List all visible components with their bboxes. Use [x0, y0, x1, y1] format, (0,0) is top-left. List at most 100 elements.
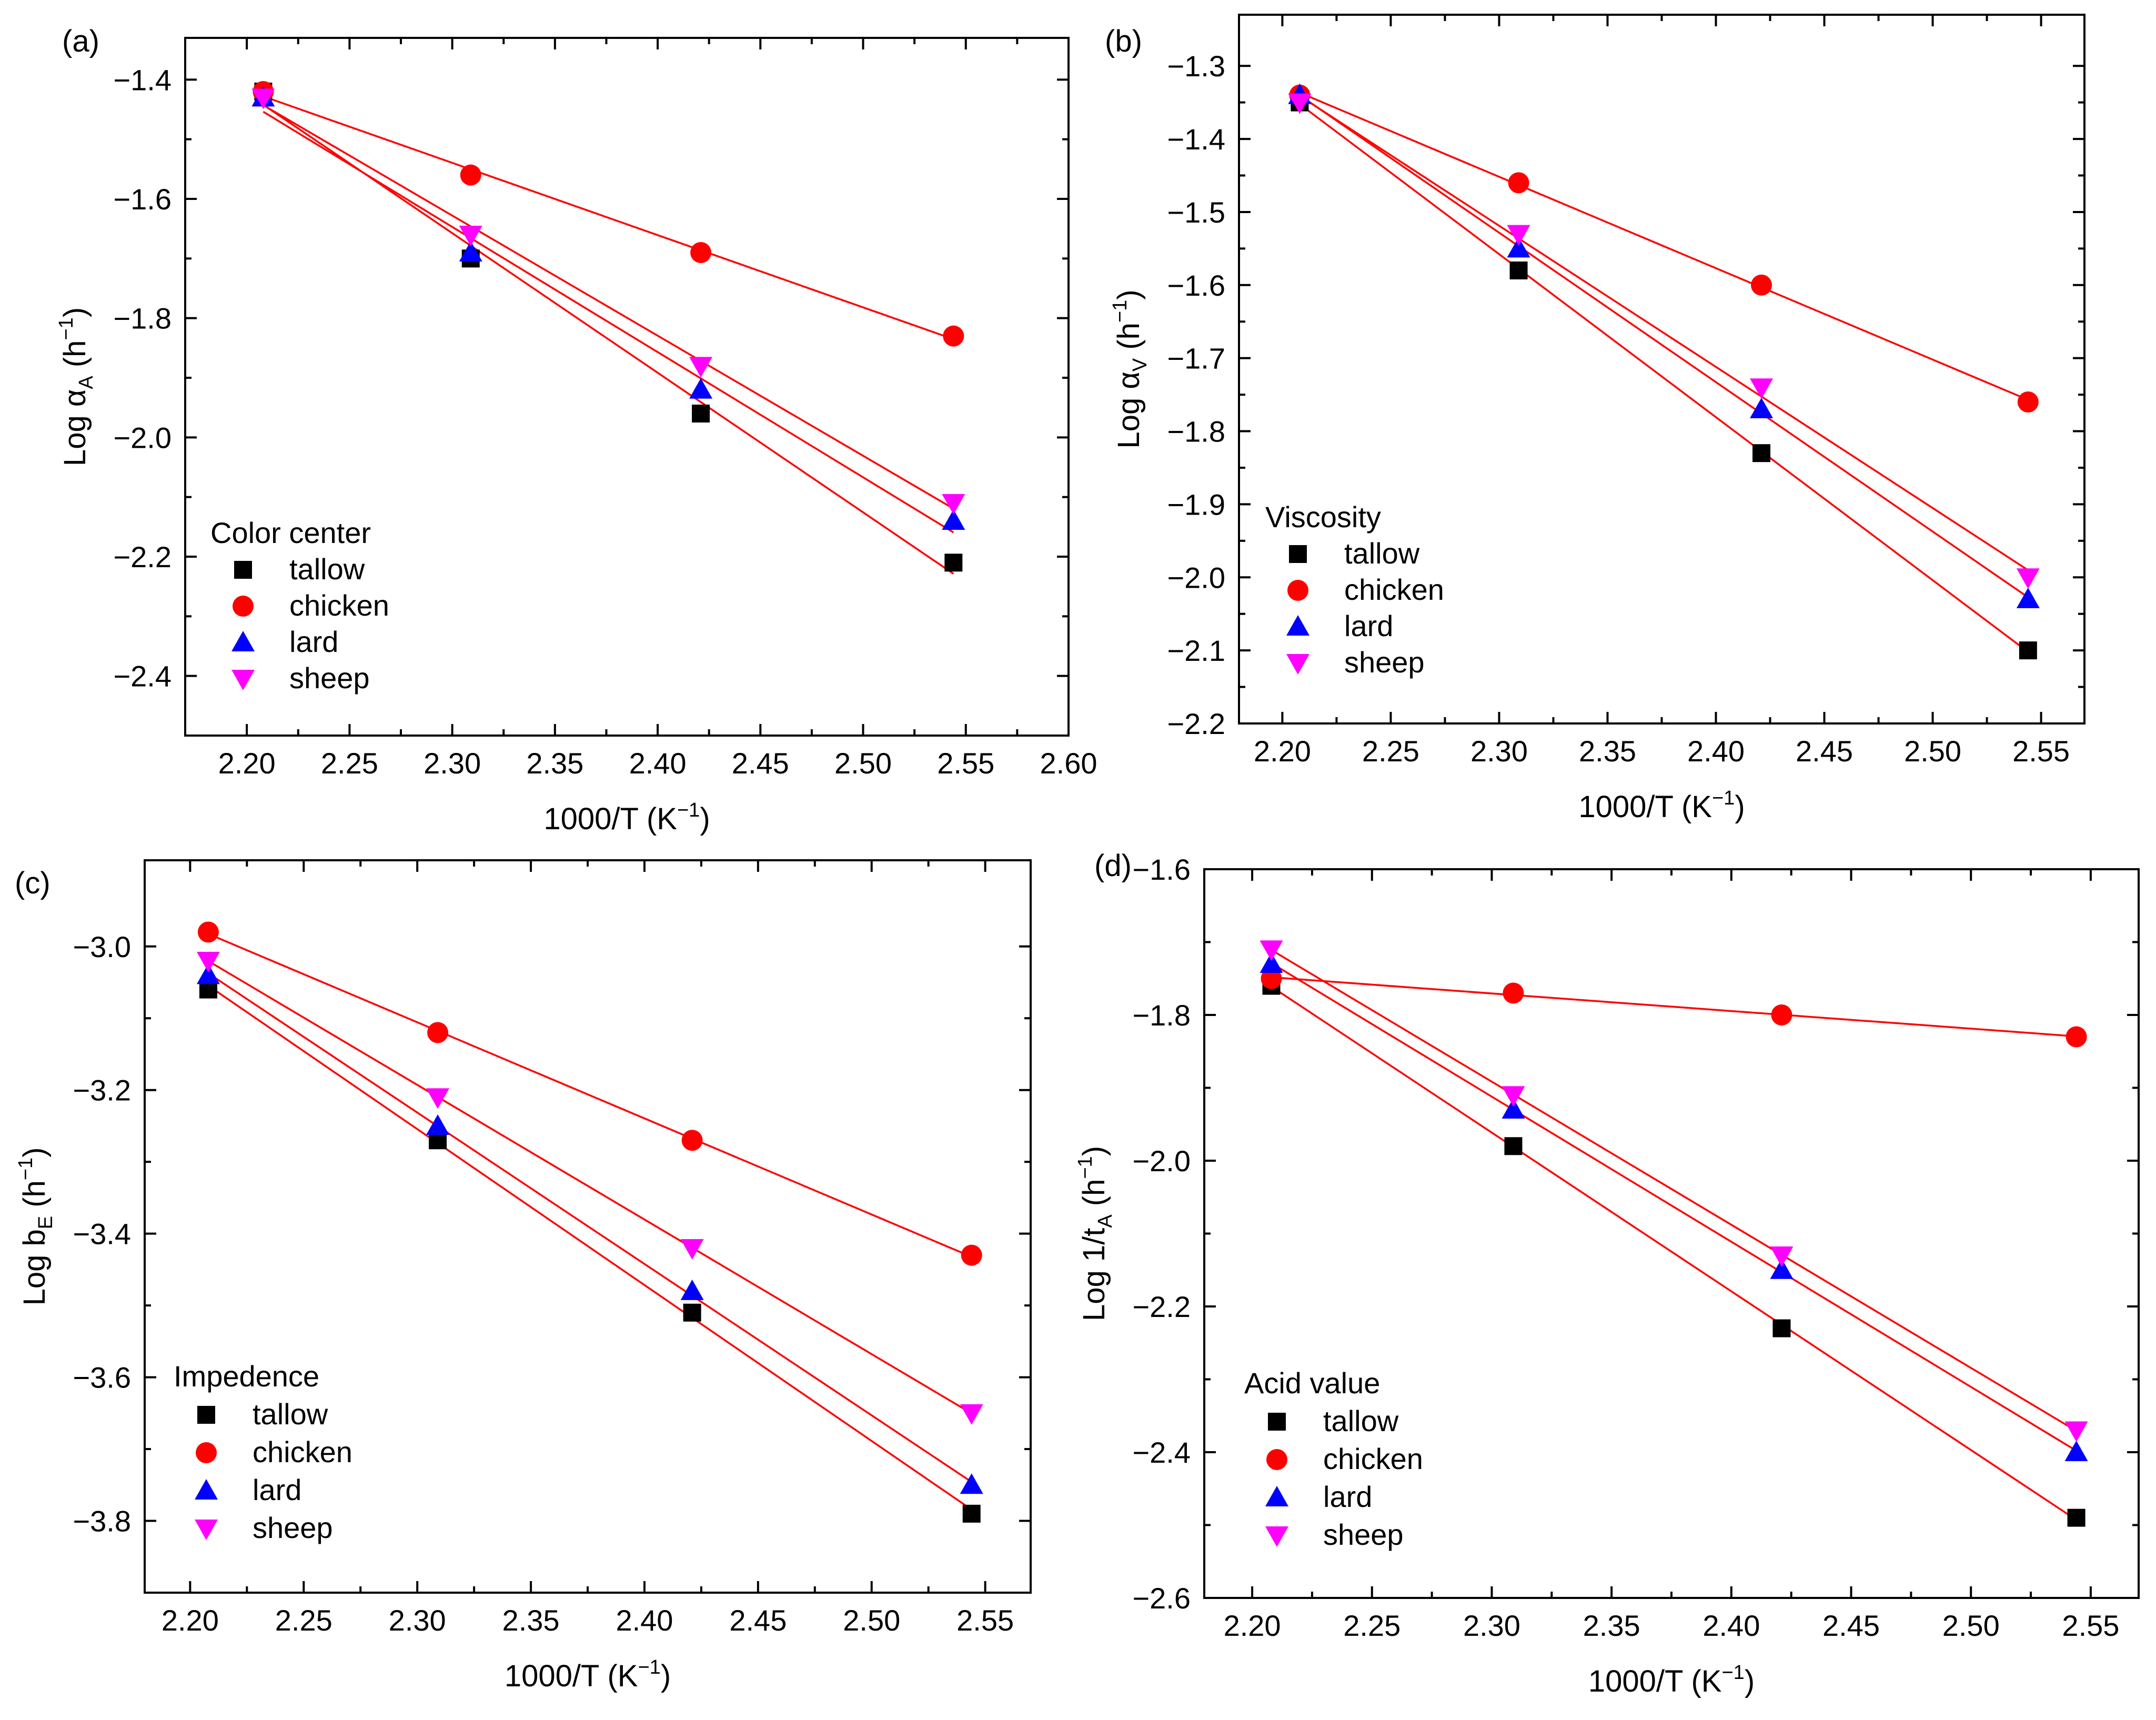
data-point-sheep — [680, 1239, 704, 1260]
y-tick-label: −3.6 — [73, 1361, 131, 1394]
x-tick-label: 2.25 — [275, 1604, 333, 1637]
fit-line-lard — [1271, 962, 2077, 1452]
chart-panel-1: (a) 2.20 2.25 2.30 2.35 2.40 2.45 2.50 2.55 2.60 −… — [55, 24, 1097, 836]
fit-line-sheep — [208, 960, 972, 1414]
data-point-sheep — [2064, 1421, 2088, 1442]
data-point-tallow — [1504, 1137, 1523, 1155]
data-point-tallow — [962, 1504, 981, 1523]
y-tick-label: −1.7 — [1167, 342, 1225, 375]
data-point-sheep — [960, 1404, 983, 1425]
legend-label-sheep: sheep — [289, 661, 370, 695]
legend: Acid value tallow chicken lard sheep — [1244, 1366, 1423, 1551]
data-point-lard — [1507, 237, 1530, 258]
data-point-tallow — [1772, 1319, 1791, 1337]
panel-label: (b) — [1105, 24, 1142, 58]
data-point-lard — [2064, 1441, 2088, 1461]
y-tick-label: −1.8 — [1167, 415, 1225, 448]
data-point-tallow — [692, 405, 710, 423]
legend-label-chicken: chicken — [1344, 573, 1444, 606]
y-tick-label: −3.0 — [73, 930, 131, 963]
data-point-chicken — [427, 1022, 449, 1043]
data-point-chicken — [681, 1130, 703, 1151]
data-point-chicken — [961, 1244, 982, 1266]
legend-label-lard: lard — [1344, 609, 1393, 642]
y-tick-label: −1.4 — [113, 63, 172, 96]
x-tick-label: 2.35 — [526, 747, 583, 780]
legend-marker-chicken — [1287, 580, 1308, 601]
data-point-chicken — [1503, 982, 1524, 1004]
x-tick-label: 2.50 — [843, 1604, 900, 1637]
data-point-chicken — [943, 325, 964, 347]
data-point-chicken — [1771, 1004, 1792, 1025]
data-point-sheep — [2016, 568, 2040, 589]
data-point-lard — [689, 378, 713, 399]
legend-label-lard: lard — [253, 1473, 301, 1506]
x-tick-label: 2.40 — [1702, 1609, 1760, 1642]
x-tick-label: 2.25 — [1362, 735, 1419, 768]
legend-marker-tallow — [1289, 545, 1307, 563]
legend-marker-chicken — [233, 596, 254, 617]
legend-title: Acid value — [1244, 1366, 1380, 1400]
data-point-lard — [196, 963, 220, 984]
chart-panel-2: (b) 2.20 2.25 2.30 2.35 2.40 2.45 2.50 2.55 −1.3 −… — [1105, 14, 2086, 824]
data-point-chicken — [197, 921, 219, 943]
x-tick-label: 2.30 — [389, 1604, 446, 1637]
legend-marker-sheep — [1265, 1526, 1288, 1547]
data-point-sheep — [1502, 1086, 1525, 1107]
data-point-sheep — [426, 1088, 450, 1109]
x-tick-label: 2.20 — [1224, 1609, 1281, 1642]
legend-marker-chicken — [1266, 1449, 1287, 1470]
x-tick-label: 2.30 — [1470, 735, 1528, 768]
legend-label-sheep: sheep — [253, 1511, 333, 1544]
y-tick-label: −2.0 — [113, 421, 172, 454]
data-point-sheep — [1507, 225, 1530, 246]
data-point-tallow — [1509, 261, 1528, 280]
data-point-tallow — [944, 554, 963, 572]
y-tick-label: −2.0 — [1167, 561, 1225, 594]
panel-label: (a) — [62, 24, 99, 58]
x-tick-label: 2.45 — [729, 1604, 787, 1637]
legend-title: Viscosity — [1265, 500, 1381, 534]
fit-line-chicken — [1299, 92, 2029, 401]
legend-label-sheep: sheep — [1344, 646, 1425, 679]
data-point-sheep — [1260, 940, 1283, 961]
x-tick-label: 2.35 — [1579, 735, 1636, 768]
fit-line-lard — [1299, 94, 2029, 598]
data-point-lard — [942, 509, 965, 530]
legend-marker-lard — [195, 1479, 218, 1500]
y-axis-label: Log 1/tA (h−1) — [1074, 1146, 1116, 1321]
y-tick-label: −1.8 — [1132, 999, 1191, 1032]
y-tick-label: −1.4 — [1167, 123, 1225, 156]
data-point-tallow — [683, 1303, 701, 1322]
fit-line-tallow — [207, 984, 972, 1511]
data-point-sheep — [1770, 1246, 1794, 1268]
data-point-chicken — [2066, 1026, 2087, 1048]
data-point-lard — [459, 241, 482, 261]
x-tick-label: 2.55 — [2062, 1609, 2119, 1642]
x-axis-label: 1000/T (K−1) — [1578, 787, 1745, 824]
fit-line-tallow — [1299, 103, 2029, 653]
data-point-sheep — [942, 494, 965, 515]
x-tick-label: 2.25 — [1343, 1609, 1401, 1642]
fit-line-lard — [207, 972, 972, 1483]
data-point-lard — [1750, 397, 1774, 418]
legend-marker-sheep — [231, 670, 255, 690]
legend-label-lard: lard — [289, 625, 338, 658]
x-tick-label: 2.55 — [2012, 735, 2070, 768]
y-axis-label: Log αA (h−1) — [55, 307, 97, 466]
data-point-lard — [1502, 1098, 1525, 1119]
data-point-lard — [1260, 952, 1283, 973]
x-tick-label: 2.25 — [321, 747, 378, 780]
data-point-lard — [960, 1473, 983, 1494]
legend-title: Impedence — [174, 1360, 319, 1393]
legend-label-tallow: tallow — [253, 1397, 328, 1431]
legend-title: Color center — [210, 516, 371, 549]
y-tick-label: −2.1 — [1167, 634, 1225, 667]
data-point-tallow — [2019, 641, 2037, 660]
x-tick-label: 2.40 — [629, 747, 687, 780]
data-point-sheep — [1288, 93, 1312, 114]
legend-label-tallow: tallow — [289, 552, 365, 586]
data-point-sheep — [459, 226, 482, 246]
